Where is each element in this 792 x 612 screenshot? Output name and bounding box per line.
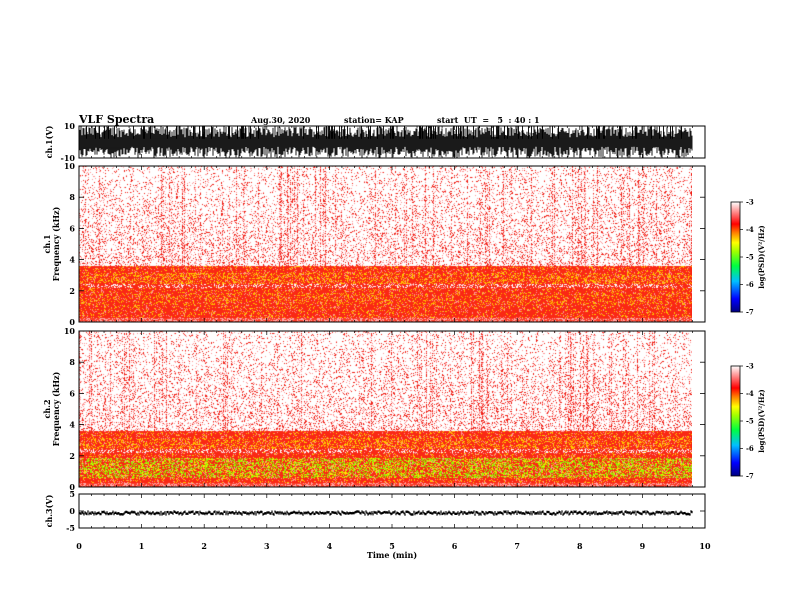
- x-tick-label: 10: [699, 541, 711, 551]
- station-label: station= KAP: [344, 115, 404, 125]
- y-axis-label: ch.3(V): [44, 494, 54, 527]
- ch3-waveform-panel: 5 0 -5 ch.3(V): [44, 489, 706, 533]
- y-tick-label: 10: [64, 121, 76, 131]
- colorbar-scale: [730, 365, 741, 477]
- ch1-spectrogram-panel: 0 2 4 6 8 10 ch.1 Frequency (kHz): [42, 161, 706, 327]
- colorbar-tick-label: -4: [746, 225, 754, 234]
- colorbar-tick-label: -6: [746, 280, 754, 289]
- y-tick-label: -10: [61, 153, 76, 163]
- y-tick-label: -5: [66, 523, 75, 533]
- colorbar-tick-label: -7: [746, 472, 754, 481]
- y-tick-label: 5: [69, 489, 75, 499]
- y-tick-label: 2: [69, 451, 75, 461]
- y-tick-label: 10: [64, 161, 76, 171]
- x-tick-label: 3: [264, 541, 270, 551]
- colorbar-tick-label: -5: [746, 417, 754, 426]
- spectrogram-image: [79, 331, 692, 487]
- x-tick-label: 2: [201, 541, 207, 551]
- date-label: Aug.30, 2020: [250, 115, 311, 125]
- x-tick-label: 8: [577, 541, 583, 551]
- y-axis-label: Frequency (kHz): [51, 371, 61, 446]
- x-tick-label: 6: [452, 541, 458, 551]
- colorbar-tick-label: -3: [746, 362, 754, 371]
- colorbar-tick-label: -6: [746, 444, 754, 453]
- y-axis-label: ch.2: [42, 399, 52, 418]
- ch3-trace: [79, 510, 693, 516]
- y-tick-label: 0: [69, 506, 75, 516]
- figure-title: VLF Spectra: [78, 113, 154, 126]
- y-axis-label: ch.1(V): [44, 125, 54, 158]
- x-tick-label: 1: [139, 541, 145, 551]
- ch2-spectrogram-panel: 0 2 4 6 8 10 ch.2 Frequency (kHz): [42, 326, 706, 492]
- x-tick-label: 9: [640, 541, 646, 551]
- x-tick-label: 0: [76, 541, 82, 551]
- colorbar-tick-label: -5: [746, 253, 754, 262]
- y-tick-label: 6: [69, 223, 75, 233]
- colorbar-label: log(PSD)(V²/Hz): [757, 389, 766, 453]
- ch1-trace: [79, 126, 693, 158]
- time-axis: 0 1 2 3 4 5 6 7 8 9 10 Time (min): [76, 541, 711, 560]
- colorbar-scale: [730, 201, 741, 313]
- colorbar-tick-label: -3: [746, 198, 754, 207]
- colorbar-label: log(PSD)(V²/Hz): [757, 225, 766, 289]
- x-axis-label: Time (min): [367, 550, 417, 560]
- ch1-waveform-panel: 10 -10 ch.1(V): [44, 121, 706, 163]
- y-tick-label: 8: [69, 357, 75, 367]
- ch2-colorbar: -3 -4 -5 -6 -7 log(PSD)(V²/Hz): [730, 362, 766, 481]
- x-tick-label: 7: [514, 541, 520, 551]
- x-tick-label: 5: [389, 541, 395, 551]
- y-tick-label: 4: [69, 255, 75, 265]
- colorbar-tick-label: -4: [746, 389, 754, 398]
- y-tick-label: 4: [69, 420, 75, 430]
- colorbar-tick-label: -7: [746, 308, 754, 317]
- y-tick-label: 0: [69, 317, 75, 327]
- y-tick-label: 8: [69, 192, 75, 202]
- start-time-label: start UT = 5 : 40 : 1: [437, 115, 540, 125]
- y-tick-label: 10: [64, 326, 76, 336]
- y-tick-label: 2: [69, 286, 75, 296]
- spectrogram-image: [79, 166, 692, 322]
- ch1-colorbar: -3 -4 -5 -6 -7 log(PSD)(V²/Hz): [730, 198, 766, 317]
- y-tick-label: 0: [69, 482, 75, 492]
- panel-frame: [78, 493, 706, 529]
- y-axis-label: ch.1: [42, 234, 52, 253]
- y-axis-label: Frequency (kHz): [51, 206, 61, 281]
- x-tick-label: 4: [327, 541, 333, 551]
- y-tick-label: 6: [69, 388, 75, 398]
